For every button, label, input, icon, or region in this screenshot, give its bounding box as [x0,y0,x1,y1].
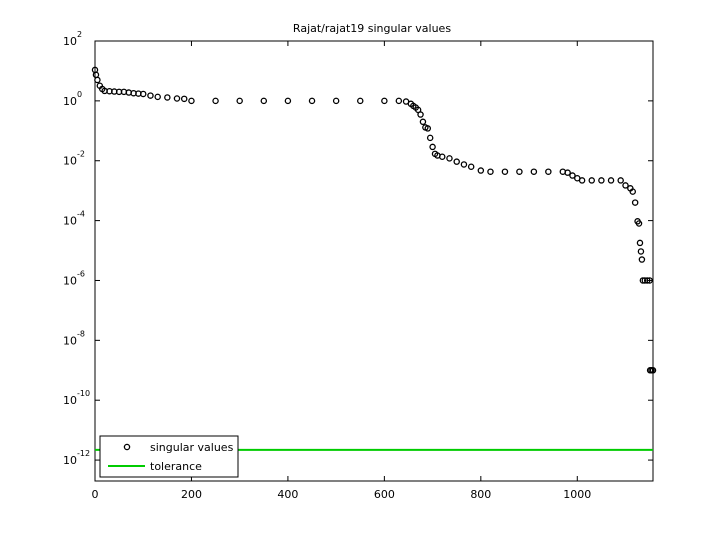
data-point [569,172,576,179]
data-point [453,158,460,165]
y-tick-exponent: -2 [77,150,85,159]
data-point [649,367,657,374]
data-point [460,161,468,168]
y-tick-base: 10 [63,95,77,108]
data-point [617,177,624,184]
y-tick-label: 10-2 [63,150,85,168]
data-point [332,97,340,105]
x-tick-label: 800 [470,488,491,501]
legend-marker [123,443,131,451]
data-point [164,94,171,101]
y-tick-base: 10 [63,215,77,228]
y-tick-label: 10-10 [63,389,90,407]
data-point [631,199,639,206]
data-point [417,111,424,118]
data-point [139,90,147,98]
y-tick-base: 10 [63,334,77,347]
y-tick-base: 10 [63,35,77,48]
x-tick-label: 200 [181,488,202,501]
y-tick-exponent: 0 [77,90,82,99]
y-tick-exponent: -10 [77,389,90,398]
data-point [622,182,629,189]
data-point [429,143,436,151]
data-point [173,95,181,102]
legend-label: singular values [150,441,234,454]
legend-label: tolerance [150,460,202,473]
y-tick-label: 10-8 [63,329,85,347]
data-point [487,168,494,175]
data-point [516,168,523,175]
data-point [607,177,615,184]
data-point [501,168,509,175]
y-tick-label: 10-6 [63,269,85,287]
data-point [598,177,605,184]
data-point [629,188,636,195]
y-tick-exponent: 2 [77,30,82,39]
data-point [635,220,643,227]
plot-frame [94,40,654,482]
data-point [381,97,388,105]
data-point [236,97,243,105]
y-tick-label: 10-12 [63,449,90,467]
data-point [438,153,446,160]
data-point [530,168,538,175]
data-point [637,248,645,255]
data-point [147,92,154,99]
y-tick-label: 102 [63,30,82,48]
y-tick-exponent: -8 [77,329,85,338]
y-tick-exponent: -6 [77,269,85,278]
data-point [94,76,101,84]
data-point [426,134,434,142]
chart-title: Rajat/rajat19 singular values [293,22,451,35]
data-point [308,97,316,105]
data-point [188,97,195,105]
legend-box [99,435,239,478]
x-tick-label: 0 [92,488,99,501]
y-tick-base: 10 [63,394,77,407]
data-point [419,118,427,126]
x-tick-label: 1000 [563,488,591,501]
data-point [154,93,161,101]
data-point [357,97,364,105]
y-tick-label: 10-4 [63,210,85,228]
y-tick-exponent: -12 [77,449,90,458]
data-point [636,239,644,247]
data-point [467,163,475,170]
data-point [564,169,571,176]
y-tick-base: 10 [63,454,77,467]
data-point [578,177,586,184]
data-point [212,97,219,105]
data-point [545,168,552,175]
y-tick-base: 10 [63,155,77,168]
data-point [446,155,453,162]
y-tick-exponent: -4 [77,210,85,219]
data-point [424,125,432,132]
data-point [643,277,651,284]
data-point [646,277,653,284]
data-point [638,256,646,263]
data-point [284,97,292,105]
data-point [588,177,596,184]
data-point [260,97,268,105]
data-point [180,95,188,103]
y-tick-label: 100 [63,90,82,108]
x-tick-label: 600 [374,488,395,501]
data-point [477,167,485,174]
x-tick-label: 400 [277,488,298,501]
y-tick-base: 10 [63,274,77,287]
data-point [395,97,403,105]
